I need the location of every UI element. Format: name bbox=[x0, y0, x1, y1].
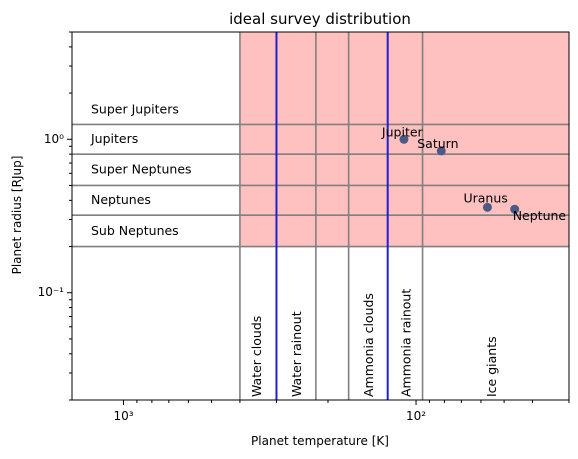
x-tick-label: 10² bbox=[406, 409, 426, 423]
y-tick-label: 10⁻¹ bbox=[38, 285, 65, 299]
point-label: Neptune bbox=[513, 208, 567, 223]
point-label: Uranus bbox=[463, 190, 507, 205]
temperature-zone-label: Water rainout bbox=[289, 311, 304, 397]
data-point bbox=[436, 146, 446, 156]
radius-band-label: Super Neptunes bbox=[91, 162, 192, 177]
radius-band-label: Neptunes bbox=[91, 192, 151, 207]
temperature-zone-label: Ammonia rainout bbox=[398, 289, 413, 397]
data-point bbox=[399, 134, 409, 144]
temperature-zone-label: Water clouds bbox=[249, 316, 264, 397]
radius-band-label: Jupiters bbox=[90, 131, 138, 146]
y-axis-label: Planet radius [RJup] bbox=[10, 156, 24, 275]
temperature-zone-label: Ammonia clouds bbox=[361, 293, 376, 397]
temperature-zone-label: Ice giants bbox=[484, 336, 499, 397]
x-tick-label: 10³ bbox=[113, 409, 133, 423]
data-point bbox=[482, 202, 492, 212]
radius-band-label: Sub Neptunes bbox=[91, 223, 179, 238]
y-tick-label: 10⁰ bbox=[44, 132, 64, 146]
data-point bbox=[510, 204, 520, 214]
radius-band-label: Super Jupiters bbox=[91, 102, 179, 117]
chart-title: ideal survey distribution bbox=[229, 10, 411, 28]
point-label: Jupiter bbox=[381, 124, 424, 139]
axes-frame bbox=[71, 31, 570, 401]
plot-area: Super Jupiters Jupiters Super Neptunes Nept… bbox=[38, 31, 570, 423]
point-label: Saturn bbox=[417, 136, 458, 151]
x-axis-label: Planet temperature [K] bbox=[251, 434, 389, 448]
